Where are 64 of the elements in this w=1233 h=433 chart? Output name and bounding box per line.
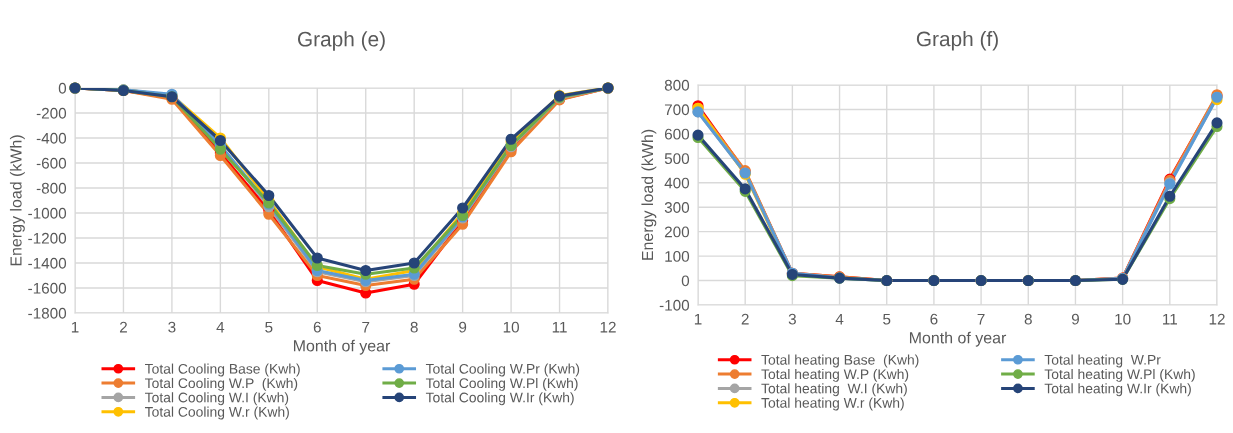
x-tick-label: 1 [71,321,79,333]
legend-label: Total heating Base (Kwh) [761,354,919,368]
y-tick-label: 700 [664,104,690,116]
legend-label: Total Cooling W.P (Kwh) [145,377,298,391]
x-tick-label: 12 [600,321,616,333]
x-tick-label: 9 [1071,313,1079,325]
legend-label: Total heating W.Ir (Kwh) [1044,383,1191,397]
x-tick-label: 5 [265,321,273,333]
y-tick-label: 100 [665,250,690,262]
chart-title: Graph (e) [297,31,385,51]
y-axis-title: Energy load (kWh) [9,135,25,266]
y-tick-label: -1400 [28,257,67,269]
chart-title: Graph (f) [916,31,998,51]
x-tick-label: 11 [552,321,567,333]
x-tick-label: 5 [883,313,891,325]
y-tick-label: 300 [664,202,690,213]
legend-label: Total Cooling W.Pl (Kwh) [425,377,578,391]
legend-label: Total heating W.I (Kwh) [761,383,907,397]
y-tick-label: -1200 [28,232,67,244]
y-tick-label: 0 [681,275,690,287]
legend-label: Total Cooling Base (Kwh) [145,363,300,377]
legend-label: Total Cooling W.r (Kwh) [145,406,289,420]
x-axis-title: Month of year [293,339,391,355]
x-tick-label: 9 [459,321,467,333]
x-tick-label: 1 [694,313,702,325]
x-tick-label: 4 [216,321,225,333]
y-tick-label: -1000 [28,207,67,219]
x-tick-label: 12 [1209,313,1225,325]
x-axis-title: Month of year [909,331,1007,347]
y-tick-label: -400 [36,132,67,144]
x-tick-label: 7 [362,321,370,333]
legend-label: Total heating W.Pl (Kwh) [1044,368,1195,382]
x-tick-label: 3 [788,313,796,325]
y-tick-label: 200 [664,226,690,238]
x-tick-label: 11 [1163,313,1178,325]
y-tick-label: -100 [659,299,690,311]
y-tick-label: 400 [664,177,690,189]
y-axis-title: Energy load (kWh) [641,129,657,260]
x-tick-label: 6 [930,313,938,325]
x-tick-label: 10 [1115,313,1131,325]
y-tick-label: 0 [58,82,67,94]
legend-label: Total heating W.r (Kwh) [761,397,904,411]
legend-label: Total heating W.Pr [1044,354,1161,368]
x-tick-label: 3 [168,321,176,333]
y-tick-label: -1600 [28,282,67,294]
legend-label: Total Cooling W.Pr (Kwh) [425,363,580,377]
x-tick-label: 4 [835,313,844,325]
x-tick-label: 7 [977,313,985,325]
y-tick-label: -800 [36,182,67,194]
x-tick-label: 8 [1024,313,1032,325]
y-tick-label: 600 [664,128,690,140]
legend-label: Total Cooling W.Ir (Kwh) [425,392,574,406]
x-tick-label: 10 [503,321,519,333]
y-tick-label: -200 [36,107,67,119]
x-tick-label: 2 [119,321,127,333]
legend-label: Total heating W.P (Kwh) [761,368,909,382]
legend-label: Total Cooling W.I (Kwh) [145,392,289,406]
y-tick-label: 500 [664,153,690,165]
x-tick-label: 6 [313,321,321,333]
x-tick-label: 2 [741,313,749,325]
y-tick-label: -1800 [28,307,67,319]
x-tick-label: 8 [410,321,418,333]
y-tick-label: 800 [664,79,690,91]
y-tick-label: -600 [36,157,67,169]
